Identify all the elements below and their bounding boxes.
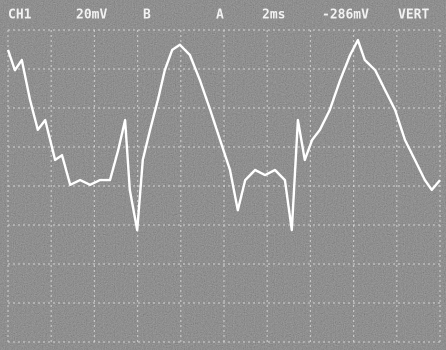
- header-label: -286mV: [322, 8, 369, 23]
- scope-screen: CH1 20mV B A 2ms -286mV VERT: [0, 0, 446, 350]
- header-label: 2ms: [262, 8, 285, 23]
- header-label: VERT: [398, 8, 429, 23]
- header-label: A: [216, 8, 224, 23]
- header-label: B: [143, 8, 151, 23]
- header-label: CH1: [8, 8, 32, 23]
- header-label: 20mV: [76, 8, 107, 23]
